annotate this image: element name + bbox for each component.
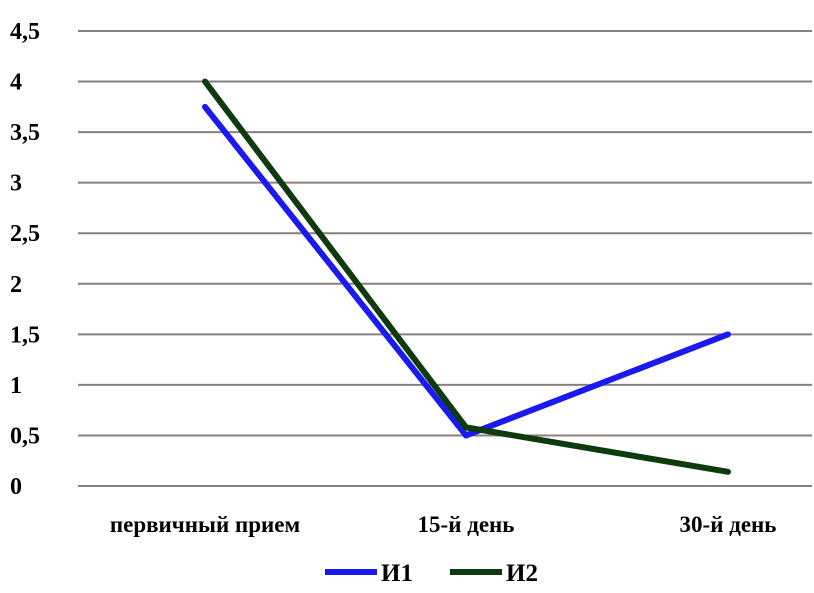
y-tick-label: 4,5 — [10, 19, 40, 45]
y-tick-label: 2,5 — [10, 221, 40, 247]
y-tick-label: 1 — [10, 373, 22, 399]
legend: И1 И2 — [325, 560, 538, 587]
x-category-label: первичный прием — [110, 512, 300, 537]
legend-label: И2 — [506, 560, 538, 587]
data-point — [725, 331, 731, 338]
data-point — [202, 78, 208, 85]
data-point — [463, 424, 469, 431]
data-point — [725, 468, 731, 475]
y-tick-label: 0,5 — [10, 423, 40, 449]
y-tick-label: 2 — [10, 272, 22, 298]
x-axis-category-labels: первичный прием 15-й день 30-й день — [110, 512, 777, 537]
y-tick-label: 0 — [10, 474, 22, 500]
data-point — [463, 432, 469, 439]
x-category-label: 15-й день — [418, 512, 515, 537]
y-tick-label: 1,5 — [10, 322, 40, 348]
y-tick-label: 3,5 — [10, 120, 40, 146]
series-line-2 — [202, 79, 729, 475]
y-tick-label: 3 — [10, 171, 22, 197]
legend-label: И1 — [381, 560, 413, 587]
series-line-1 — [202, 104, 730, 439]
gridlines — [78, 30, 812, 487]
x-category-label: 30-й день — [680, 512, 777, 537]
y-tick-label: 4 — [10, 70, 22, 96]
data-point — [202, 103, 208, 110]
data-series — [202, 78, 731, 475]
y-axis-tick-labels: 0 0,5 1 1,5 2 2,5 3 3,5 4 4,5 — [10, 19, 40, 500]
